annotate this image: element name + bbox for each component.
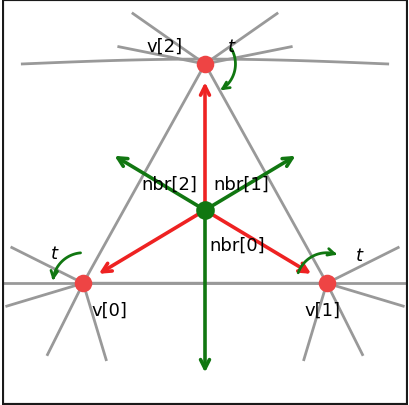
Point [80,280,86,287]
Text: v[2]: v[2] [146,38,182,55]
Text: nbr[0]: nbr[0] [209,236,265,254]
Text: v[0]: v[0] [92,301,127,319]
Point [323,280,329,287]
Text: v[1]: v[1] [304,301,340,319]
Text: t: t [51,244,58,262]
Text: t: t [355,246,362,264]
Point [201,62,208,68]
Text: t: t [227,38,234,55]
Point [201,207,208,214]
Text: nbr[2]: nbr[2] [141,175,196,193]
Text: nbr[1]: nbr[1] [213,175,268,193]
